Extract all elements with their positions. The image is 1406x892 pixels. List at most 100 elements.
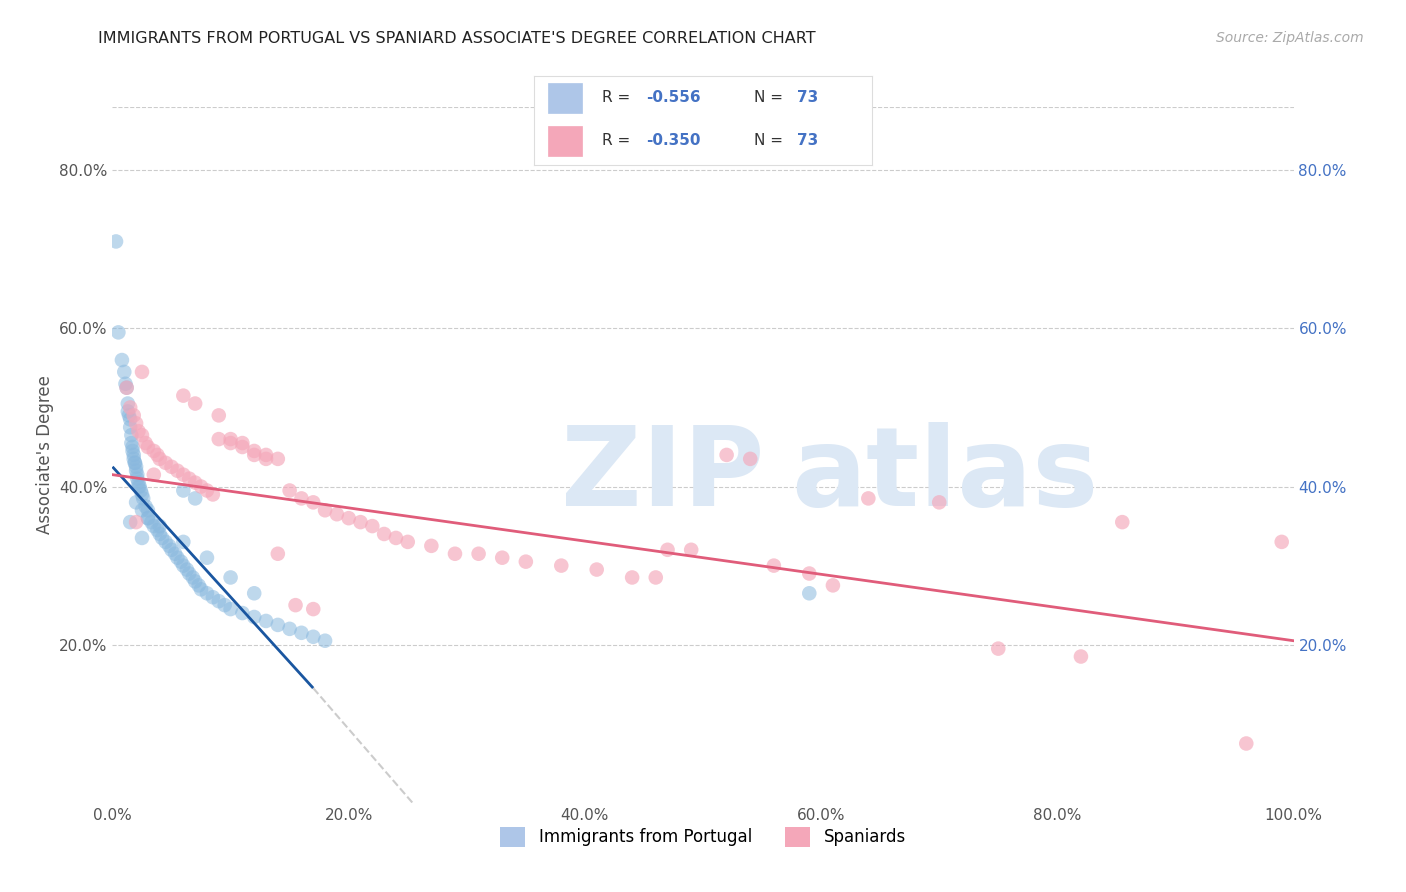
Point	[254, 451, 277, 466]
Text: Source: ZipAtlas.com: Source: ZipAtlas.com	[1216, 31, 1364, 45]
Point	[127, 475, 149, 490]
Point	[314, 503, 336, 517]
Point	[302, 495, 325, 509]
Point	[172, 483, 194, 498]
Point	[142, 467, 165, 482]
Point	[278, 483, 301, 498]
Point	[160, 542, 183, 557]
Point	[987, 641, 1010, 656]
Point	[396, 534, 419, 549]
Text: ZIP: ZIP	[561, 422, 765, 529]
Point	[115, 381, 138, 395]
Point	[136, 511, 159, 525]
Point	[799, 586, 821, 600]
Point	[219, 436, 242, 450]
Point	[290, 491, 312, 506]
Point	[208, 432, 231, 446]
Text: IMMIGRANTS FROM PORTUGAL VS SPANIARD ASSOCIATE'S DEGREE CORRELATION CHART: IMMIGRANTS FROM PORTUGAL VS SPANIARD ASS…	[98, 31, 815, 46]
Point	[550, 558, 572, 573]
Point	[131, 531, 153, 545]
Point	[657, 542, 679, 557]
Point	[231, 606, 253, 620]
Point	[1070, 649, 1092, 664]
Point	[179, 472, 201, 486]
Point	[361, 519, 384, 533]
Point	[131, 428, 153, 442]
Point	[585, 563, 607, 577]
Point	[132, 491, 155, 506]
Point	[172, 467, 194, 482]
Point	[105, 235, 128, 249]
Point	[127, 479, 149, 493]
Point	[716, 448, 738, 462]
Point	[112, 365, 135, 379]
Point	[122, 451, 145, 466]
Point	[219, 570, 242, 584]
Point	[131, 503, 153, 517]
Point	[302, 602, 325, 616]
Point	[120, 428, 142, 442]
Point	[267, 547, 290, 561]
Point	[858, 491, 880, 506]
Point	[243, 610, 266, 624]
Point	[124, 456, 146, 470]
Point	[166, 464, 188, 478]
Point	[231, 440, 253, 454]
Point	[290, 625, 312, 640]
Point	[127, 424, 149, 438]
Text: -0.556: -0.556	[645, 90, 700, 104]
Point	[190, 582, 212, 597]
Point	[337, 511, 360, 525]
Point	[117, 396, 139, 410]
Point	[120, 420, 142, 434]
Point	[420, 539, 443, 553]
Point	[201, 487, 224, 501]
Point	[166, 550, 188, 565]
Point	[120, 401, 142, 415]
Point	[117, 404, 139, 418]
Point	[219, 602, 242, 616]
Point	[201, 591, 224, 605]
Point	[125, 495, 148, 509]
Point	[184, 574, 207, 589]
Point	[172, 558, 194, 573]
Point	[149, 519, 172, 533]
Point	[254, 448, 277, 462]
Point	[349, 515, 371, 529]
Point	[644, 570, 666, 584]
Point	[444, 547, 467, 561]
Point	[135, 436, 157, 450]
Point	[821, 578, 844, 592]
Point	[118, 409, 141, 423]
Point	[131, 487, 153, 501]
Point	[150, 531, 173, 545]
Text: R =: R =	[602, 133, 636, 147]
Point	[302, 630, 325, 644]
Point	[149, 451, 172, 466]
Point	[136, 503, 159, 517]
Point	[149, 527, 172, 541]
Point	[219, 432, 242, 446]
Point	[125, 417, 148, 431]
Point	[124, 456, 146, 470]
Point	[373, 527, 395, 541]
Point	[467, 547, 489, 561]
Point	[243, 586, 266, 600]
Point	[172, 534, 194, 549]
Point	[515, 555, 537, 569]
Text: N =: N =	[754, 133, 787, 147]
Point	[181, 570, 204, 584]
Point	[195, 586, 218, 600]
Point	[170, 555, 193, 569]
Point	[165, 547, 187, 561]
Point	[1271, 534, 1294, 549]
Point	[928, 495, 950, 509]
Text: -0.350: -0.350	[645, 133, 700, 147]
Point	[125, 464, 148, 478]
Point	[142, 444, 165, 458]
Point	[155, 456, 177, 470]
Point	[681, 542, 703, 557]
Point	[621, 570, 644, 584]
Point	[146, 523, 169, 537]
Point	[187, 578, 209, 592]
